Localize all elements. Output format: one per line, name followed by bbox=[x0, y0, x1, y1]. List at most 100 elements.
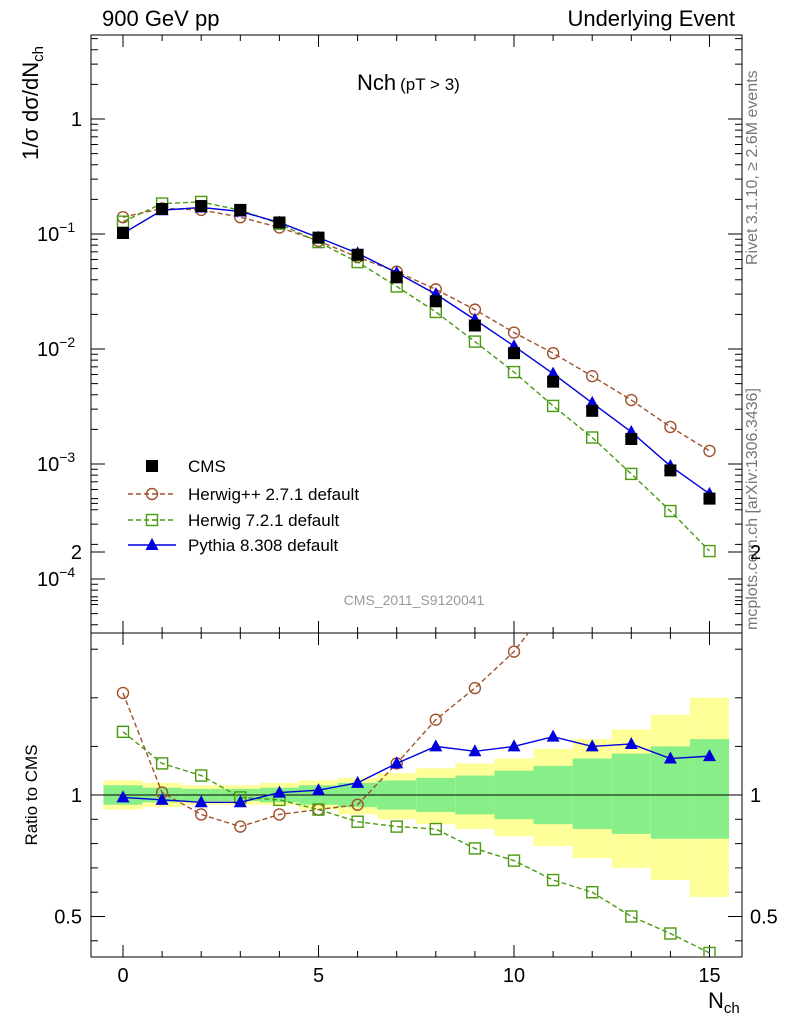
data-point bbox=[468, 319, 481, 332]
analysis-watermark: CMS_2011_S9120041 bbox=[344, 592, 485, 608]
data-point bbox=[546, 399, 560, 413]
main-series-herwig bbox=[116, 195, 716, 558]
legend-label: CMS bbox=[188, 457, 226, 476]
main-series-cms bbox=[117, 200, 716, 505]
data-point bbox=[547, 375, 560, 388]
y-tick-label: 1 bbox=[71, 109, 82, 131]
data-point bbox=[429, 713, 442, 726]
y-tick-exponent: −1 bbox=[59, 219, 75, 235]
data-point bbox=[508, 347, 520, 360]
plot-title-cut: (pT > 3) bbox=[400, 75, 460, 94]
data-point bbox=[117, 227, 129, 240]
y-tick-exponent: −4 bbox=[59, 564, 75, 580]
data-point bbox=[546, 873, 560, 887]
data-point bbox=[468, 681, 482, 695]
data-point bbox=[234, 203, 247, 216]
x-tick-label: 5 bbox=[313, 965, 324, 987]
main-series-herwig-line bbox=[122, 207, 710, 452]
data-point bbox=[145, 538, 159, 550]
data-point bbox=[116, 790, 130, 803]
data-point bbox=[625, 432, 638, 445]
x-axis-ticks bbox=[122, 35, 710, 957]
data-point bbox=[155, 757, 169, 770]
data-point bbox=[703, 544, 716, 558]
x-tick-label: 15 bbox=[698, 965, 720, 987]
ratio-y-ticks bbox=[91, 502, 742, 942]
main-series-pythia-line bbox=[122, 206, 710, 495]
data-point bbox=[703, 946, 716, 957]
data-point bbox=[429, 822, 442, 836]
ratio-y-tick-label-right: 1 bbox=[750, 785, 761, 807]
data-point bbox=[548, 595, 559, 606]
data-point bbox=[390, 756, 404, 769]
header-left-label: 900 GeV pp bbox=[102, 6, 220, 31]
data-point bbox=[507, 645, 521, 658]
data-point bbox=[663, 751, 677, 764]
data-point bbox=[155, 792, 169, 805]
data-point bbox=[624, 736, 638, 749]
ratio-series-herwig-line bbox=[122, 633, 530, 828]
legend: CMS Herwig++ 2.7.1 default Herwig 7.2.1 de… bbox=[128, 457, 359, 555]
data-point bbox=[703, 444, 716, 458]
data-point bbox=[703, 749, 716, 762]
data-point bbox=[703, 492, 716, 505]
inner-band-bin bbox=[572, 758, 612, 830]
main-y-ticks bbox=[91, 38, 742, 626]
data-point bbox=[312, 783, 325, 796]
data-point bbox=[586, 431, 599, 444]
data-point bbox=[312, 803, 325, 816]
data-point bbox=[664, 504, 677, 518]
data-point bbox=[507, 326, 521, 339]
data-point bbox=[468, 335, 482, 348]
data-point bbox=[351, 775, 365, 788]
ratio-y-tick-label: 0.5 bbox=[54, 907, 82, 929]
data-point bbox=[390, 271, 403, 284]
plot-title: Nch (pT > 3) bbox=[357, 70, 460, 95]
data-point bbox=[704, 425, 715, 436]
data-point bbox=[507, 739, 521, 752]
data-point bbox=[546, 729, 560, 742]
data-point bbox=[626, 512, 637, 523]
ratio-series-pythia-line bbox=[122, 735, 710, 803]
main-series-herwig-line bbox=[122, 201, 711, 552]
uncertainty-bands bbox=[103, 697, 730, 898]
x-tick-label: 10 bbox=[503, 965, 525, 987]
data-point bbox=[429, 295, 442, 308]
main-series-pythia bbox=[116, 200, 716, 499]
data-point bbox=[625, 910, 638, 923]
data-point bbox=[233, 795, 247, 808]
x-axis-title: Nch bbox=[708, 988, 740, 1017]
data-point bbox=[351, 815, 364, 828]
data-point bbox=[312, 231, 325, 244]
y-tick-label: 10−3 bbox=[37, 449, 75, 476]
ratio-y-tick-label: 1 bbox=[71, 785, 82, 807]
data-point bbox=[429, 305, 442, 319]
ratio-y-tick-label-right: 0.5 bbox=[750, 907, 778, 929]
y-tick-label: 10−2 bbox=[37, 334, 75, 361]
data-point bbox=[234, 820, 247, 833]
data-point bbox=[273, 808, 286, 821]
data-point bbox=[156, 202, 169, 215]
data-point bbox=[664, 464, 677, 477]
data-point bbox=[195, 200, 208, 213]
ratio-y-tick-label-right: 2 bbox=[750, 542, 761, 564]
data-point bbox=[145, 513, 159, 527]
data-point bbox=[272, 785, 286, 798]
legend-label: Herwig++ 2.7.1 default bbox=[188, 485, 359, 504]
ratio-y-tick-label: 2 bbox=[71, 542, 82, 564]
y-tick-label: 10−4 bbox=[37, 564, 75, 591]
data-point bbox=[586, 886, 599, 899]
x-tick-label: 0 bbox=[117, 965, 128, 987]
main-series-herwig bbox=[116, 202, 716, 458]
data-point bbox=[468, 744, 482, 757]
data-point bbox=[664, 927, 677, 940]
data-point bbox=[586, 404, 599, 417]
data-point bbox=[585, 739, 599, 752]
header-right-label: Underlying Event bbox=[567, 6, 735, 31]
data-point bbox=[194, 808, 208, 821]
data-point bbox=[146, 460, 158, 472]
data-point bbox=[507, 854, 521, 867]
ratio-series-herwig-line bbox=[122, 731, 710, 954]
data-point bbox=[390, 820, 403, 833]
